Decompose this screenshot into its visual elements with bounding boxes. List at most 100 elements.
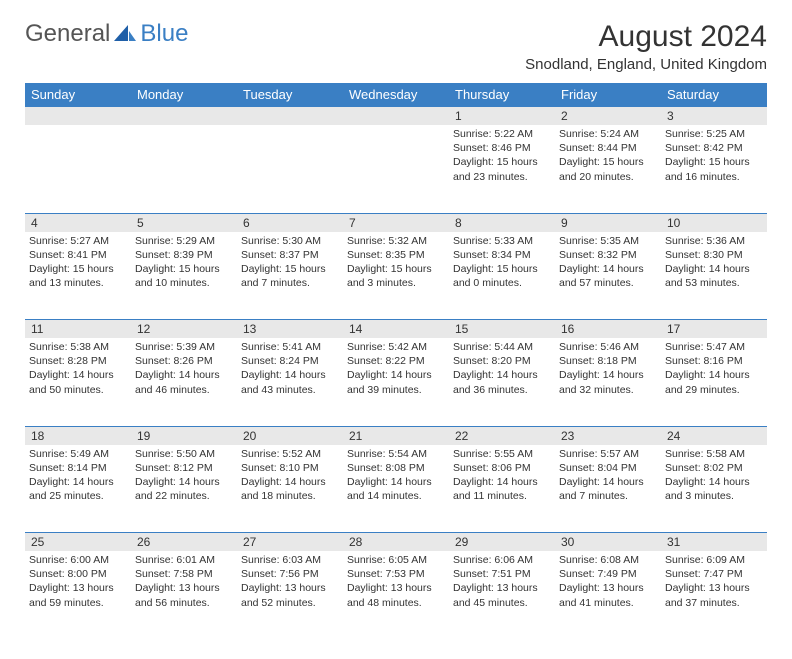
day-detail: Sunrise: 5:35 AMSunset: 8:32 PMDaylight:… [555,232,661,293]
day-detail: Sunrise: 5:36 AMSunset: 8:30 PMDaylight:… [661,232,767,293]
weekday-header: Tuesday [237,83,343,107]
calendar-page: GeneralBlue August 2024 Snodland, Englan… [0,0,792,659]
day-cell: Sunrise: 5:52 AMSunset: 8:10 PMDaylight:… [237,445,343,533]
day-number: 13 [237,320,343,339]
day-number [25,107,131,126]
day-number: 5 [131,213,237,232]
day-content-row: Sunrise: 5:27 AMSunset: 8:41 PMDaylight:… [25,232,767,320]
day-cell: Sunrise: 5:35 AMSunset: 8:32 PMDaylight:… [555,232,661,320]
day-number-row: 18192021222324 [25,426,767,445]
weekday-header: Friday [555,83,661,107]
day-number: 17 [661,320,767,339]
day-number: 2 [555,107,661,126]
day-cell: Sunrise: 5:49 AMSunset: 8:14 PMDaylight:… [25,445,131,533]
day-number: 19 [131,426,237,445]
day-number: 23 [555,426,661,445]
day-detail: Sunrise: 6:09 AMSunset: 7:47 PMDaylight:… [661,551,767,612]
title-block: August 2024 Snodland, England, United Ki… [525,20,767,73]
day-number: 24 [661,426,767,445]
day-detail: Sunrise: 5:39 AMSunset: 8:26 PMDaylight:… [131,338,237,399]
day-detail: Sunrise: 5:42 AMSunset: 8:22 PMDaylight:… [343,338,449,399]
day-content-row: Sunrise: 5:38 AMSunset: 8:28 PMDaylight:… [25,338,767,426]
calendar-header-row: SundayMondayTuesdayWednesdayThursdayFrid… [25,83,767,107]
day-cell: Sunrise: 5:22 AMSunset: 8:46 PMDaylight:… [449,125,555,213]
day-cell: Sunrise: 5:32 AMSunset: 8:35 PMDaylight:… [343,232,449,320]
day-detail: Sunrise: 5:50 AMSunset: 8:12 PMDaylight:… [131,445,237,506]
location: Snodland, England, United Kingdom [525,56,767,73]
day-number [131,107,237,126]
day-number: 27 [237,533,343,552]
day-detail: Sunrise: 5:25 AMSunset: 8:42 PMDaylight:… [661,125,767,186]
day-number: 30 [555,533,661,552]
day-cell: Sunrise: 5:47 AMSunset: 8:16 PMDaylight:… [661,338,767,426]
calendar-body: 123Sunrise: 5:22 AMSunset: 8:46 PMDaylig… [25,107,767,640]
day-cell: Sunrise: 5:27 AMSunset: 8:41 PMDaylight:… [25,232,131,320]
day-detail: Sunrise: 5:44 AMSunset: 8:20 PMDaylight:… [449,338,555,399]
day-number: 4 [25,213,131,232]
day-cell: Sunrise: 5:44 AMSunset: 8:20 PMDaylight:… [449,338,555,426]
day-detail: Sunrise: 6:06 AMSunset: 7:51 PMDaylight:… [449,551,555,612]
day-number: 28 [343,533,449,552]
day-cell: Sunrise: 5:58 AMSunset: 8:02 PMDaylight:… [661,445,767,533]
day-number-row: 11121314151617 [25,320,767,339]
day-detail: Sunrise: 6:08 AMSunset: 7:49 PMDaylight:… [555,551,661,612]
day-cell: Sunrise: 6:05 AMSunset: 7:53 PMDaylight:… [343,551,449,639]
day-cell: Sunrise: 5:38 AMSunset: 8:28 PMDaylight:… [25,338,131,426]
day-number: 25 [25,533,131,552]
day-detail: Sunrise: 5:30 AMSunset: 8:37 PMDaylight:… [237,232,343,293]
day-number: 29 [449,533,555,552]
day-cell: Sunrise: 5:39 AMSunset: 8:26 PMDaylight:… [131,338,237,426]
sail-icon [114,20,136,48]
day-number: 16 [555,320,661,339]
day-number: 6 [237,213,343,232]
day-cell: Sunrise: 6:03 AMSunset: 7:56 PMDaylight:… [237,551,343,639]
day-cell: Sunrise: 5:42 AMSunset: 8:22 PMDaylight:… [343,338,449,426]
day-number: 15 [449,320,555,339]
day-detail: Sunrise: 5:58 AMSunset: 8:02 PMDaylight:… [661,445,767,506]
day-detail: Sunrise: 6:03 AMSunset: 7:56 PMDaylight:… [237,551,343,612]
day-content-row: Sunrise: 6:00 AMSunset: 8:00 PMDaylight:… [25,551,767,639]
day-number: 10 [661,213,767,232]
day-cell: Sunrise: 5:41 AMSunset: 8:24 PMDaylight:… [237,338,343,426]
weekday-header: Sunday [25,83,131,107]
day-number: 18 [25,426,131,445]
day-cell [237,125,343,213]
logo-text-2: Blue [140,20,188,48]
day-cell: Sunrise: 6:08 AMSunset: 7:49 PMDaylight:… [555,551,661,639]
day-number: 14 [343,320,449,339]
day-cell: Sunrise: 5:24 AMSunset: 8:44 PMDaylight:… [555,125,661,213]
day-detail: Sunrise: 5:49 AMSunset: 8:14 PMDaylight:… [25,445,131,506]
day-cell: Sunrise: 5:30 AMSunset: 8:37 PMDaylight:… [237,232,343,320]
day-cell: Sunrise: 5:46 AMSunset: 8:18 PMDaylight:… [555,338,661,426]
calendar-table: SundayMondayTuesdayWednesdayThursdayFrid… [25,83,767,639]
day-number-row: 25262728293031 [25,533,767,552]
day-number: 9 [555,213,661,232]
day-number: 7 [343,213,449,232]
day-detail: Sunrise: 5:57 AMSunset: 8:04 PMDaylight:… [555,445,661,506]
weekday-header: Thursday [449,83,555,107]
day-cell: Sunrise: 5:54 AMSunset: 8:08 PMDaylight:… [343,445,449,533]
day-number: 21 [343,426,449,445]
day-detail: Sunrise: 5:32 AMSunset: 8:35 PMDaylight:… [343,232,449,293]
day-cell [25,125,131,213]
day-number: 26 [131,533,237,552]
header: GeneralBlue August 2024 Snodland, Englan… [25,20,767,73]
day-cell [343,125,449,213]
day-number: 22 [449,426,555,445]
day-detail: Sunrise: 5:22 AMSunset: 8:46 PMDaylight:… [449,125,555,186]
day-detail: Sunrise: 5:24 AMSunset: 8:44 PMDaylight:… [555,125,661,186]
day-number-row: 123 [25,107,767,126]
day-detail: Sunrise: 5:47 AMSunset: 8:16 PMDaylight:… [661,338,767,399]
day-cell: Sunrise: 5:55 AMSunset: 8:06 PMDaylight:… [449,445,555,533]
day-number: 11 [25,320,131,339]
day-number: 20 [237,426,343,445]
weekday-header: Wednesday [343,83,449,107]
day-cell: Sunrise: 5:25 AMSunset: 8:42 PMDaylight:… [661,125,767,213]
weekday-header: Monday [131,83,237,107]
day-number: 31 [661,533,767,552]
day-cell: Sunrise: 6:09 AMSunset: 7:47 PMDaylight:… [661,551,767,639]
day-cell: Sunrise: 5:33 AMSunset: 8:34 PMDaylight:… [449,232,555,320]
day-detail: Sunrise: 6:05 AMSunset: 7:53 PMDaylight:… [343,551,449,612]
day-cell [131,125,237,213]
day-number [343,107,449,126]
